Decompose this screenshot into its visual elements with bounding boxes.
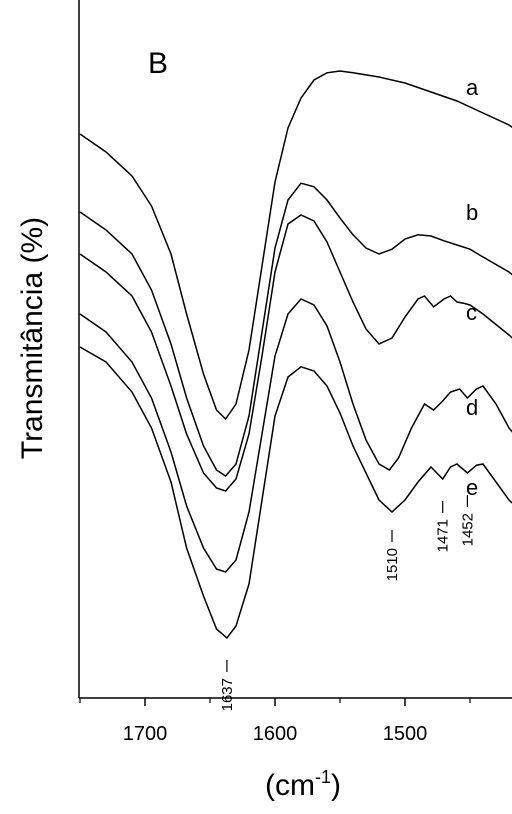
curve-label-a: a	[466, 75, 479, 100]
x-axis-title: (cm-1)	[265, 767, 341, 802]
panel-label: B	[148, 47, 168, 80]
curve-label-d: d	[466, 395, 478, 420]
x-tick-label-1700: 1700	[123, 723, 168, 745]
annotation-label-1471: 1471	[435, 519, 452, 552]
spectra-group	[79, 70, 512, 640]
y-axis-title: Transmitância (%)	[16, 217, 49, 459]
curve-label-b: b	[466, 200, 478, 225]
x-axis-title-close: )	[331, 769, 341, 802]
x-axis-title-main: (cm	[265, 769, 315, 802]
x-axis-title-superscript: -1	[315, 767, 331, 787]
curve-label-e: e	[466, 475, 478, 500]
spectrum-line-a	[79, 70, 512, 421]
x-tick-label-1600: 1600	[253, 723, 298, 745]
annotation-label-1510: 1510	[384, 548, 401, 581]
spectrum-line-b	[79, 182, 512, 477]
spectrum-line-d	[79, 298, 512, 573]
spectrum-line-e	[79, 346, 512, 640]
curve-label-c: c	[466, 300, 477, 325]
x-tick-label-1500: 1500	[383, 723, 428, 745]
annotation-label-1452: 1452	[459, 513, 476, 546]
spectrum-line-c	[79, 214, 512, 492]
peak-annotations-group: 1637 1510 1471 1452	[219, 495, 476, 711]
annotation-label-1637: 1637	[219, 678, 236, 711]
x-ticks-group: 1700160015001400	[79, 698, 471, 745]
curve-labels-group: a b c d e	[466, 75, 479, 500]
